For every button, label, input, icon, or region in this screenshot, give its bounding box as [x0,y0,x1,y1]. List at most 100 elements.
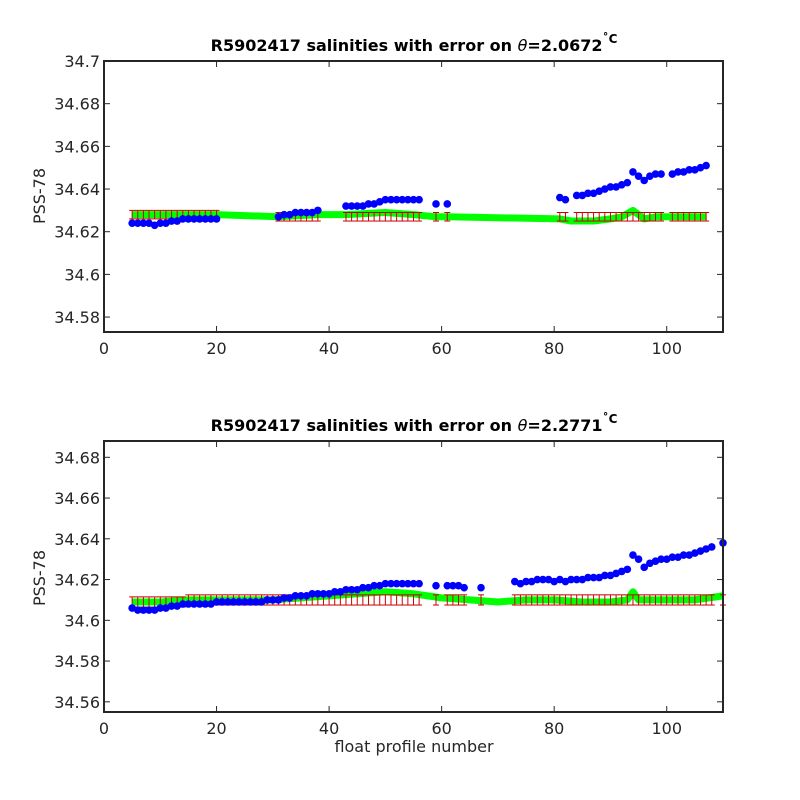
top-float-salinity-point [353,202,362,210]
bottom-error-bar [376,594,383,606]
bottom-float-salinity-point [319,590,328,598]
top-float-salinity-point [674,168,682,176]
bottom-float-salinity-point [657,555,665,563]
top-error-bar [371,212,378,222]
top-error-bar [596,212,603,222]
top-error-bar [382,212,389,222]
top-error-bar [444,212,451,222]
bottom-float-salinity-point [634,555,643,563]
bottom-error-bar [410,594,417,606]
bottom-float-salinity-point [269,596,277,604]
top-axes-box [103,60,724,333]
bottom-error-bar [365,594,372,606]
top-float-salinity-point [212,215,221,223]
top-float-salinity-point [128,219,136,227]
bottom-float-salinity-point [584,573,592,582]
bottom-float-salinity-point [252,598,260,606]
top-float-salinity-point [623,178,632,187]
bottom-float-salinity-point [392,579,401,588]
bottom-error-bar [674,594,681,606]
top-error-bar [641,212,648,222]
bottom-y-tick-label: 34.64 [54,530,100,549]
bottom-error-bar [669,594,676,606]
bottom-float-salinity-point [589,573,598,582]
top-float-salinity-point [651,170,660,178]
bottom-error-bar [601,594,608,606]
bottom-float-salinity-point [601,571,609,580]
top-error-bar [146,209,153,220]
top-float-salinity-point [139,219,148,227]
bottom-error-bar [461,594,468,606]
top-error-bar [354,212,361,222]
top-float-salinity-point [685,166,694,174]
bottom-float-salinity-point [240,598,249,606]
top-x-tick-label: 100 [651,339,682,358]
top-error-bar [556,212,563,222]
top-float-salinity-point [207,215,215,223]
top-chart-title: R5902417 salinities with error on θ=2.06… [211,31,618,55]
top-error-bar [607,212,614,222]
bottom-error-bar [399,594,406,606]
top-error-bar [162,209,169,220]
bottom-axis-ticks: 0 20 40 60 80 100 34.56 34.58 34.6 34.62 34.64 34.6… [54,441,723,738]
bottom-error-bar [703,594,710,606]
bottom-x-tick-label: 20 [206,719,226,738]
top-error-bar [410,212,417,222]
bottom-float-salinity-point [145,606,153,614]
top-error-bar [134,209,141,220]
bottom-y-tick-label: 34.56 [54,693,100,712]
bottom-x-tick-label: 40 [319,719,339,738]
top-error-bar [365,212,372,222]
bottom-float-salinity-point [190,600,198,608]
top-error-bar [573,212,580,222]
bottom-float-salinity-point [443,581,452,590]
bottom-float-salinity-point [539,575,547,584]
bottom-error-bar [511,594,518,606]
top-error-bar [635,212,642,222]
bottom-error-bar [478,594,485,606]
top-float-salinity-point [167,217,176,225]
top-float-salinity-point [156,219,165,227]
bottom-error-bar [618,594,625,606]
top-float-salinity-point [302,208,311,217]
bottom-axes-box [103,440,724,713]
bottom-float-salinity-point [342,585,350,594]
top-float-salinity-point [364,200,373,208]
bottom-error-bar [517,594,524,606]
bottom-float-salinity-point [212,598,221,606]
bottom-error-bar [556,594,563,606]
bottom-error-bar [382,594,389,606]
bottom-float-salinity-point [370,581,378,590]
top-error-bar [697,212,704,222]
bottom-y-tick-label: 34.58 [54,652,100,671]
bottom-error-bar [691,594,698,606]
bottom-float-salinity-point [572,575,581,584]
top-y-tick-label: 34.6 [64,265,100,284]
bottom-error-bar [342,594,349,606]
top-float-salinity-point [404,195,412,204]
bottom-error-bar [449,594,456,606]
bottom-float-salinity-point [449,581,457,590]
bottom-float-salinity-point [522,577,530,586]
top-error-bar [703,212,710,222]
bottom-x-tick-label: 0 [99,719,109,738]
top-error-bar [348,212,355,222]
bottom-error-bar [416,594,423,606]
bottom-x-tick-label: 100 [651,719,682,738]
bottom-error-bar [393,594,400,606]
bottom-float-salinity-point [235,598,243,606]
top-error-bar [342,212,349,222]
bottom-float-salinity-point [314,590,322,598]
bottom-error-bar [635,594,642,606]
bottom-error-bar [433,594,440,606]
bottom-error-bar [641,594,648,606]
bottom-error-bar [613,594,620,606]
top-error-bar [376,212,383,222]
bottom-error-bar [663,594,670,606]
bottom-error-bar [596,594,603,606]
top-float-salinity-point [195,215,204,223]
top-float-salinity-point [432,200,440,208]
bottom-float-salinity-point [139,606,148,614]
top-error-bar [686,212,693,222]
